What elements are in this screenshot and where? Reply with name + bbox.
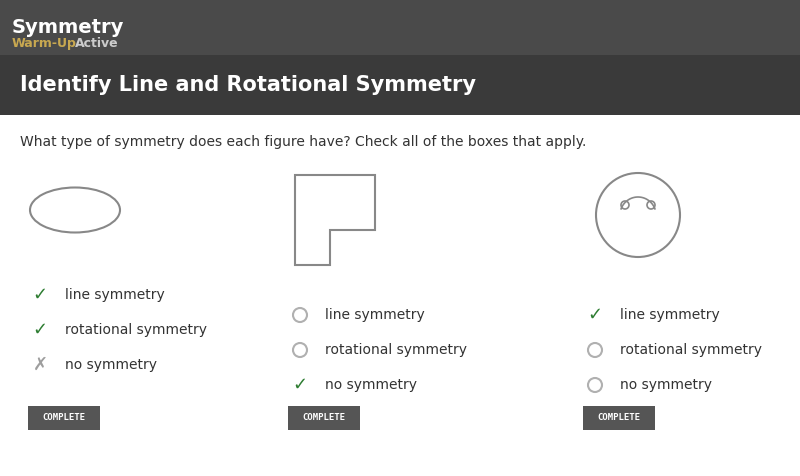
Text: COMPLETE: COMPLETE	[302, 414, 346, 423]
Text: COMPLETE: COMPLETE	[598, 414, 641, 423]
Text: ✗: ✗	[33, 356, 47, 374]
Text: ✓: ✓	[293, 376, 307, 394]
Text: rotational symmetry: rotational symmetry	[620, 343, 762, 357]
Text: What type of symmetry does each figure have? Check all of the boxes that apply.: What type of symmetry does each figure h…	[20, 135, 586, 149]
FancyBboxPatch shape	[0, 115, 800, 476]
Text: Symmetry: Symmetry	[12, 18, 124, 37]
Text: ✓: ✓	[33, 286, 47, 304]
Text: no symmetry: no symmetry	[325, 378, 417, 392]
FancyBboxPatch shape	[288, 406, 360, 430]
Circle shape	[588, 378, 602, 392]
Text: line symmetry: line symmetry	[325, 308, 425, 322]
Text: rotational symmetry: rotational symmetry	[325, 343, 467, 357]
Text: rotational symmetry: rotational symmetry	[65, 323, 207, 337]
FancyBboxPatch shape	[583, 406, 655, 430]
Text: ✓: ✓	[33, 321, 47, 339]
Text: COMPLETE: COMPLETE	[42, 414, 86, 423]
FancyBboxPatch shape	[0, 55, 800, 115]
FancyBboxPatch shape	[28, 406, 100, 430]
Text: Warm-Up: Warm-Up	[12, 37, 77, 50]
Text: line symmetry: line symmetry	[620, 308, 720, 322]
Text: no symmetry: no symmetry	[620, 378, 712, 392]
Text: ✓: ✓	[587, 306, 602, 324]
Text: line symmetry: line symmetry	[65, 288, 165, 302]
Text: Active: Active	[75, 37, 118, 50]
Text: Identify Line and Rotational Symmetry: Identify Line and Rotational Symmetry	[20, 75, 476, 95]
Circle shape	[293, 343, 307, 357]
FancyBboxPatch shape	[0, 0, 800, 55]
Circle shape	[588, 343, 602, 357]
Text: no symmetry: no symmetry	[65, 358, 157, 372]
Circle shape	[293, 308, 307, 322]
